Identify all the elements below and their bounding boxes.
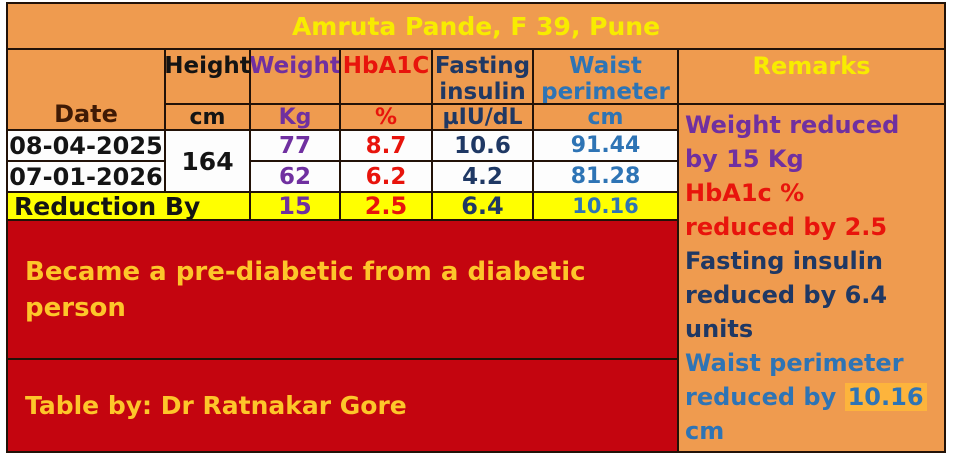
reduction-fasting-insulin: 6.4 bbox=[433, 193, 532, 219]
column-header-remarks: Remarks bbox=[679, 50, 944, 103]
remark-hba1c: HbA1c % reduced by 2.5 bbox=[685, 176, 887, 244]
remark-weight: Weight reduced by 15 Kg bbox=[685, 108, 899, 176]
row2-waist-perimeter: 81.28 bbox=[534, 162, 677, 191]
credit-text: Table by: Dr Ratnakar Gore bbox=[25, 391, 407, 420]
credit-banner: Table by: Dr Ratnakar Gore bbox=[8, 360, 677, 451]
unit-fasting-insulin: µIU/dL bbox=[433, 105, 532, 129]
remark-line: Weight reduced bbox=[685, 111, 900, 139]
remark-line: Fasting insulin bbox=[685, 247, 884, 275]
remark-line: reduced by 2.5 bbox=[685, 213, 888, 241]
height-value: 164 bbox=[166, 131, 249, 191]
patient-data-table: Amruta Pande, F 39, Pune Date Height Wei… bbox=[6, 2, 946, 453]
remark-line: reduced by 6.4 bbox=[685, 281, 888, 309]
remark-waist-perimeter: Waist perimeter reduced by 10.16 cm bbox=[685, 346, 927, 448]
patient-title: Amruta Pande, F 39, Pune bbox=[8, 4, 944, 48]
reduction-waist-perimeter: 10.16 bbox=[534, 193, 677, 219]
row2-hba1c: 6.2 bbox=[341, 162, 431, 191]
column-header-date: Date bbox=[8, 50, 164, 129]
remark-line: Waist perimeter bbox=[685, 349, 904, 377]
remark-line-text: reduced by bbox=[685, 383, 837, 411]
remark-line: by 15 Kg bbox=[685, 145, 804, 173]
remark-line: reduced by 10.16 bbox=[685, 380, 927, 414]
row1-weight: 77 bbox=[251, 131, 339, 160]
reduction-row-label: Reduction By bbox=[8, 193, 249, 219]
remark-line: cm bbox=[685, 417, 725, 445]
remark-fasting-insulin: Fasting insulin reduced by 6.4 units bbox=[685, 244, 887, 346]
unit-height-cm: cm bbox=[166, 105, 249, 129]
row2-date: 07-01-2026 bbox=[8, 162, 164, 191]
row1-date: 08-04-2025 bbox=[8, 131, 164, 160]
remarks-cell: Weight reduced by 15 Kg HbA1c % reduced … bbox=[679, 105, 944, 451]
column-header-waist-perimeter: Waist perimeter bbox=[534, 50, 677, 103]
unit-weight-kg: Kg bbox=[251, 105, 339, 129]
column-header-weight: Weight bbox=[251, 50, 339, 103]
unit-waist-cm: cm bbox=[534, 105, 677, 129]
outcome-banner: Became a pre-diabetic from a diabetic pe… bbox=[8, 221, 677, 358]
unit-hba1c-percent: % bbox=[341, 105, 431, 129]
row2-weight: 62 bbox=[251, 162, 339, 191]
column-header-hba1c: HbA1C bbox=[341, 50, 431, 103]
row1-hba1c: 8.7 bbox=[341, 131, 431, 160]
remark-line: units bbox=[685, 315, 754, 343]
remark-line: HbA1c % bbox=[685, 179, 805, 207]
column-header-fasting-insulin: Fasting insulin bbox=[433, 50, 532, 103]
row1-waist-perimeter: 91.44 bbox=[534, 131, 677, 160]
column-header-height: Height bbox=[166, 50, 249, 103]
row2-fasting-insulin: 4.2 bbox=[433, 162, 532, 191]
reduction-hba1c: 2.5 bbox=[341, 193, 431, 219]
outcome-note: Became a pre-diabetic from a diabetic pe… bbox=[25, 256, 586, 323]
row1-fasting-insulin: 10.6 bbox=[433, 131, 532, 160]
reduction-weight: 15 bbox=[251, 193, 339, 219]
highlighted-value: 10.16 bbox=[844, 383, 927, 411]
